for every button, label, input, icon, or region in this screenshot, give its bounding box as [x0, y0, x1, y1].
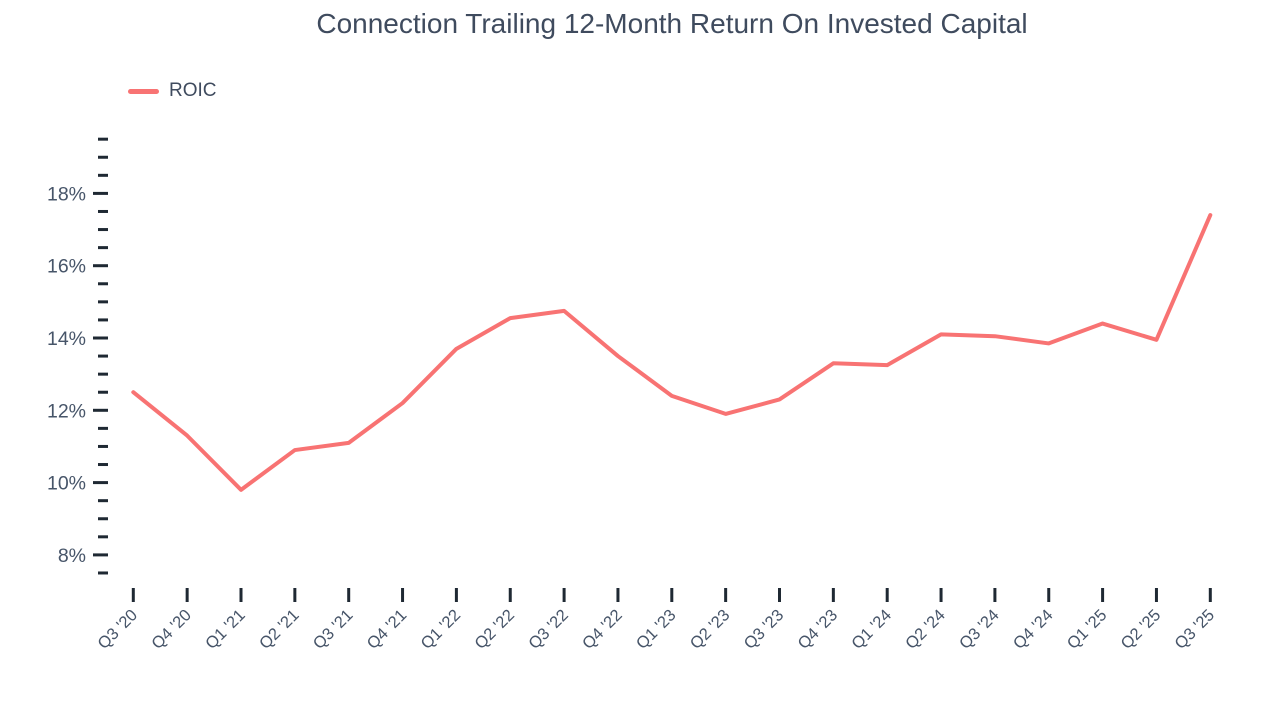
- x-tick-label: Q1 '22: [417, 606, 464, 653]
- legend-label: ROIC: [169, 80, 217, 101]
- x-tick-label: Q3 '22: [525, 606, 572, 653]
- y-tick-label: 12%: [47, 400, 86, 422]
- x-tick-label: Q4 '22: [579, 606, 626, 653]
- x-tick-label: Q2 '23: [687, 606, 734, 653]
- x-tick-label: Q3 '23: [741, 606, 788, 653]
- x-tick-label: Q4 '24: [1010, 606, 1057, 653]
- x-tick-label: Q4 '20: [148, 606, 195, 653]
- y-axis-major-ticks: [93, 191, 108, 557]
- x-tick-label: Q4 '23: [794, 606, 841, 653]
- chart-title: Connection Trailing 12-Month Return On I…: [316, 8, 1028, 39]
- x-tick-label: Q4 '21: [364, 606, 411, 653]
- x-tick-label: Q3 '25: [1171, 606, 1218, 653]
- legend-item-roic[interactable]: ROIC: [128, 80, 217, 102]
- y-tick-label: 10%: [47, 473, 86, 495]
- x-tick-label: Q3 '24: [956, 606, 1003, 653]
- x-tick-label: Q2 '25: [1118, 606, 1165, 653]
- legend: ROIC: [128, 80, 217, 102]
- x-tick-label: Q2 '22: [471, 606, 518, 653]
- y-tick-label: 14%: [47, 328, 86, 350]
- x-axis-ticks: [131, 588, 1212, 602]
- y-axis-minor-ticks: [98, 137, 108, 575]
- y-tick-label: 18%: [47, 183, 86, 205]
- y-axis-labels: 8% 10% 12% 14% 16% 18%: [47, 183, 86, 567]
- x-tick-label: Q3 '20: [94, 606, 141, 653]
- x-tick-label: Q3 '21: [310, 606, 357, 653]
- y-tick-label: 16%: [47, 256, 86, 278]
- legend-line-swatch: [128, 88, 159, 94]
- x-tick-label: Q1 '24: [848, 606, 895, 653]
- y-tick-label: 8%: [58, 545, 86, 567]
- x-tick-label: Q1 '25: [1064, 606, 1111, 653]
- x-tick-label: Q2 '21: [256, 606, 303, 653]
- roic-line: [131, 213, 1213, 492]
- x-tick-label: Q1 '23: [633, 606, 680, 653]
- x-tick-label: Q1 '21: [202, 606, 249, 653]
- x-axis-labels: Q3 '20 Q4 '20 Q1 '21 Q2 '21 Q3 '21 Q4 '21 Q1 '…: [94, 606, 1218, 653]
- x-tick-label: Q2 '24: [902, 606, 949, 653]
